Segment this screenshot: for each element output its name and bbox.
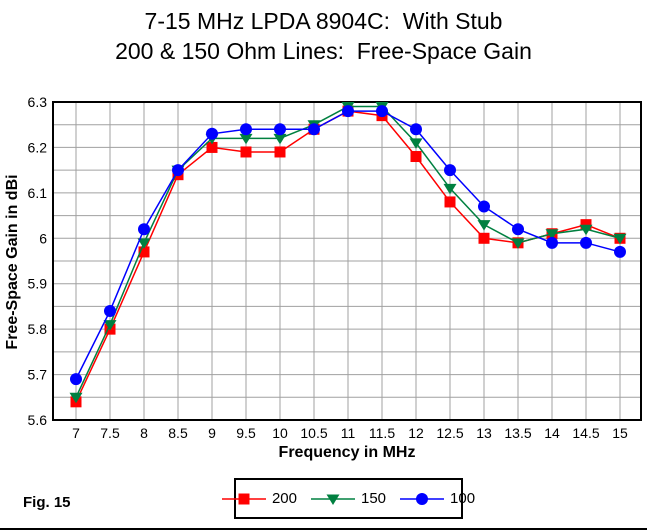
- chart-title-line1: 7-15 MHz LPDA 8904C: With Stub: [144, 8, 503, 34]
- legend-item-100: 100: [400, 490, 475, 507]
- svg-text:7.5: 7.5: [100, 425, 120, 441]
- svg-text:13.5: 13.5: [504, 425, 531, 441]
- line-chart-plot: 6.3 6.2 6.1 6 5.9 5.8 5.7 5.6 7 7.5 8 8.5 9 9.5 10 10.5…: [28, 94, 642, 441]
- legend-100-label: 100: [450, 490, 476, 507]
- svg-text:5.6: 5.6: [28, 412, 48, 428]
- legend-item-150: 150: [310, 490, 387, 507]
- svg-text:14: 14: [544, 425, 560, 441]
- svg-text:9: 9: [208, 425, 216, 441]
- svg-text:5.7: 5.7: [28, 367, 48, 383]
- svg-text:7: 7: [72, 425, 80, 441]
- legend-100-circle-icon: [400, 492, 445, 505]
- svg-text:12.5: 12.5: [436, 425, 463, 441]
- legend-150-label: 150: [360, 490, 387, 507]
- plot-frame: [52, 101, 642, 421]
- svg-text:15: 15: [612, 425, 628, 441]
- series-100: [70, 105, 626, 386]
- svg-text:5.8: 5.8: [28, 321, 48, 337]
- y-tick-labels: 6.3 6.2 6.1 6 5.9 5.8 5.7 5.6: [28, 94, 48, 428]
- svg-text:12: 12: [408, 425, 424, 441]
- svg-text:10: 10: [272, 425, 288, 441]
- svg-text:8: 8: [140, 425, 148, 441]
- svg-text:9.5: 9.5: [236, 425, 256, 441]
- legend-item-200: 200: [221, 490, 297, 507]
- svg-text:13: 13: [476, 425, 492, 441]
- svg-text:11.5: 11.5: [369, 425, 395, 441]
- svg-text:10.5: 10.5: [300, 425, 327, 441]
- svg-text:11: 11: [341, 425, 356, 441]
- svg-text:6.2: 6.2: [28, 139, 48, 155]
- svg-text:6.1: 6.1: [28, 185, 48, 201]
- legend-200-square-icon: [221, 493, 266, 504]
- legend-150-triangle-icon: [310, 494, 355, 505]
- svg-text:8.5: 8.5: [168, 425, 188, 441]
- chart-title-line2: 200 & 150 Ohm Lines: Free-Space Gain: [115, 38, 532, 64]
- svg-text:6.3: 6.3: [28, 94, 48, 110]
- legend-200-label: 200: [271, 490, 297, 507]
- figure-caption: Fig. 15: [23, 494, 71, 511]
- x-tick-labels: 7 7.5 8 8.5 9 9.5 10 10.5 11 11.5 12 12.5 13 13.5 14 14…: [72, 425, 628, 441]
- bottom-rule: [0, 528, 647, 530]
- svg-text:6: 6: [39, 230, 47, 246]
- svg-text:14.5: 14.5: [572, 425, 599, 441]
- x-axis-label: Frequency in MHz: [278, 444, 416, 461]
- gridlines: [53, 102, 641, 420]
- svg-text:5.9: 5.9: [28, 276, 48, 292]
- chart-legend: 200 150 100: [221, 478, 475, 519]
